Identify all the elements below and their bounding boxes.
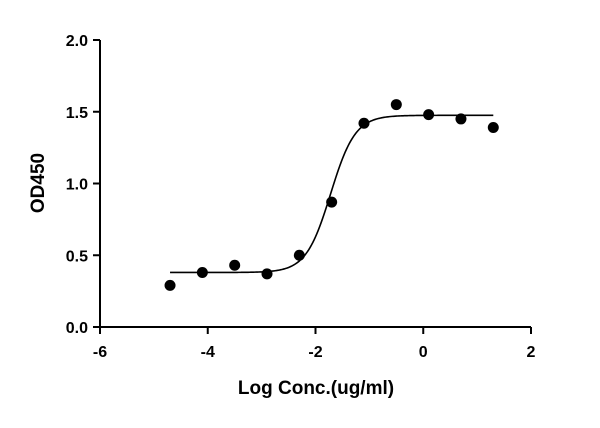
- x-tick-label: 2: [527, 344, 536, 361]
- data-point: [293, 249, 305, 261]
- axes: 0.0 0.5 1.0 1.5 2.0 -6 -4 -2 0 2: [66, 33, 536, 361]
- data-points: [164, 99, 499, 291]
- data-point: [390, 99, 402, 111]
- data-point: [229, 259, 241, 271]
- x-tick-label: -4: [201, 344, 215, 361]
- y-tick-label: 2.0: [66, 33, 88, 50]
- y-tick-label: 0.0: [66, 320, 88, 337]
- y-tick-label: 0.5: [66, 248, 88, 265]
- data-point: [326, 196, 338, 208]
- x-axis-title: Log Conc.(ug/ml): [238, 378, 394, 399]
- data-point: [164, 279, 176, 291]
- y-tick-label: 1.5: [66, 105, 88, 122]
- x-tick-label: -6: [93, 344, 107, 361]
- data-point: [261, 268, 273, 280]
- x-tick-label: 0: [419, 344, 428, 361]
- data-point: [423, 109, 435, 121]
- y-tick-label: 1.0: [66, 177, 88, 194]
- fit-curve: [170, 114, 494, 274]
- data-point: [358, 117, 370, 129]
- data-point: [196, 266, 208, 278]
- data-point: [487, 122, 499, 134]
- y-axis-title: OD450: [28, 153, 49, 213]
- fit-curve-layer: [170, 114, 494, 274]
- data-point: [455, 113, 467, 125]
- x-tick-label: -2: [308, 344, 322, 361]
